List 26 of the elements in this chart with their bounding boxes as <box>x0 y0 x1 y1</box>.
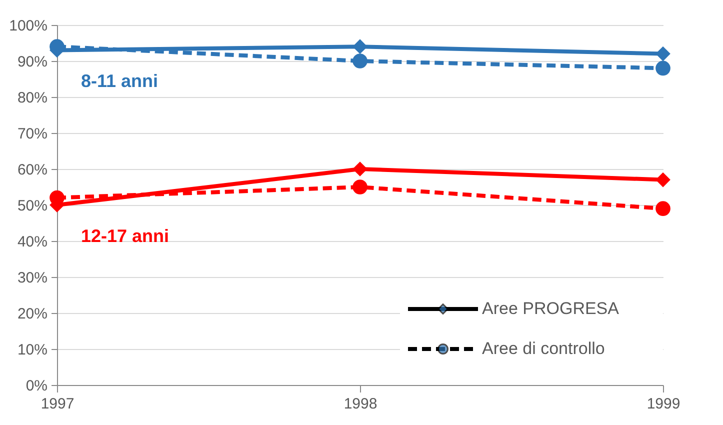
y-tick-label: 10% <box>17 342 48 358</box>
point <box>352 180 368 194</box>
point <box>656 60 670 76</box>
y-tick-label: 80% <box>17 90 48 106</box>
y-tick-label: 30% <box>17 270 48 286</box>
point <box>352 162 368 176</box>
legend-label: Aree PROGRESA <box>482 299 620 318</box>
y-tick-label: 90% <box>17 54 48 70</box>
y-tick-label: 70% <box>17 126 48 142</box>
y-tick-label: 60% <box>17 162 48 178</box>
point <box>656 201 670 216</box>
y-tick-label: 40% <box>17 234 48 250</box>
y-tick-label: 20% <box>17 306 48 322</box>
y-tick-label: 100% <box>9 18 48 34</box>
y-tick-label: 0% <box>26 378 48 394</box>
x-tick-label: 1998 <box>344 396 378 412</box>
x-tick-label: 1999 <box>646 396 680 412</box>
point <box>352 54 368 68</box>
annotation: 12-17 anni <box>81 226 170 246</box>
x-tick-label: 1997 <box>40 396 74 412</box>
annotation: 8-11 anni <box>81 71 158 92</box>
point <box>352 39 368 54</box>
legend-label: Aree di controllo <box>482 339 605 358</box>
point <box>656 172 670 188</box>
y-tick-label: 50% <box>17 198 48 214</box>
point <box>656 46 670 62</box>
